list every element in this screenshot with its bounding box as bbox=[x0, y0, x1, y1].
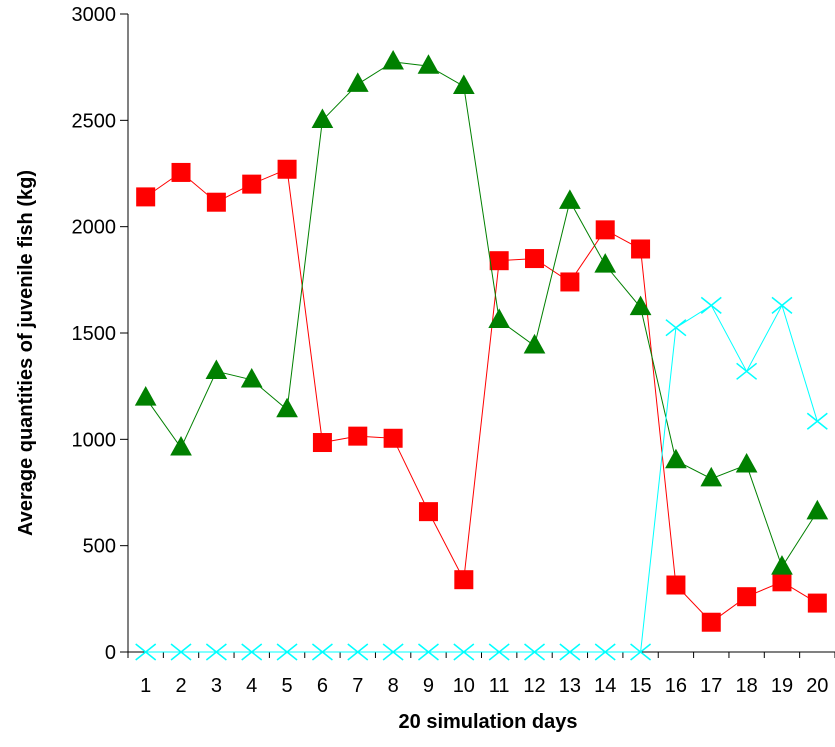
series-layer bbox=[134, 50, 829, 661]
series-2-point bbox=[523, 333, 546, 354]
y-tick-label: 1000 bbox=[72, 429, 117, 451]
series-2-point bbox=[170, 436, 192, 456]
x-tick-label: 15 bbox=[629, 675, 651, 697]
x-tick-label: 10 bbox=[453, 675, 475, 697]
series-3-point bbox=[700, 296, 722, 314]
series-2-point bbox=[735, 453, 758, 473]
series-2-point bbox=[205, 359, 228, 379]
series-2-point bbox=[806, 499, 829, 520]
series-2-point bbox=[346, 72, 369, 92]
x-tick-label: 12 bbox=[523, 675, 545, 697]
series-3-point bbox=[276, 643, 298, 661]
series-1-point bbox=[666, 575, 686, 595]
series-1-point bbox=[631, 239, 651, 259]
x-tick-label: 17 bbox=[700, 675, 722, 697]
series-2-point bbox=[382, 50, 404, 70]
x-tick-label: 6 bbox=[317, 675, 328, 697]
series-3-point bbox=[630, 643, 652, 661]
x-tick-label: 3 bbox=[211, 675, 222, 697]
y-tick-label: 2000 bbox=[72, 217, 117, 239]
series-3-point bbox=[771, 296, 793, 314]
series-3-point bbox=[241, 643, 263, 661]
series-3-point bbox=[135, 643, 157, 661]
y-tick-label: 500 bbox=[83, 536, 116, 558]
x-tick-label: 20 bbox=[806, 675, 828, 697]
x-tick-label: 16 bbox=[665, 675, 687, 697]
x-tick-label: 2 bbox=[175, 675, 186, 697]
x-tick-label: 9 bbox=[423, 675, 434, 697]
series-2-point bbox=[311, 108, 334, 129]
series-2-point bbox=[629, 295, 652, 316]
series-1-point bbox=[277, 159, 297, 179]
series-2 bbox=[134, 50, 829, 575]
series-1-point bbox=[560, 272, 580, 292]
series-1-point bbox=[701, 612, 721, 632]
series-3-point bbox=[418, 643, 439, 661]
series-3-point bbox=[382, 643, 404, 661]
series-1-point bbox=[807, 593, 827, 613]
series-1-point bbox=[348, 426, 368, 446]
series-2-point bbox=[452, 74, 475, 95]
x-tick-label: 18 bbox=[736, 675, 758, 697]
x-tick-label: 13 bbox=[559, 675, 581, 697]
series-2-point bbox=[134, 386, 157, 406]
series-3-point bbox=[311, 643, 333, 661]
series-1 bbox=[136, 159, 827, 632]
series-2-point bbox=[665, 448, 687, 469]
series-1-point bbox=[171, 162, 191, 182]
series-1-point bbox=[772, 572, 792, 592]
series-3-point bbox=[559, 643, 581, 661]
x-tick-label: 7 bbox=[352, 675, 363, 697]
y-axis-title: Average quantities of juvenile fish (kg) bbox=[15, 170, 37, 536]
series-3-point bbox=[205, 643, 227, 661]
series-1-point bbox=[525, 249, 545, 269]
series-2-point bbox=[240, 367, 263, 388]
series-1-point bbox=[383, 428, 403, 448]
series-1-point bbox=[312, 433, 332, 453]
series-1-point bbox=[136, 187, 156, 207]
series-1-point bbox=[418, 502, 438, 522]
y-tick-label: 3000 bbox=[72, 4, 117, 26]
series-3-point bbox=[665, 319, 687, 337]
series-2-point bbox=[488, 308, 511, 328]
series-2-point bbox=[276, 397, 298, 418]
series-1-point bbox=[737, 587, 757, 607]
series-2-point bbox=[594, 253, 617, 273]
series-3-point bbox=[170, 643, 192, 661]
x-tick-label: 4 bbox=[246, 675, 257, 697]
series-3-point bbox=[453, 643, 475, 661]
series-1-point bbox=[242, 174, 262, 194]
x-tick-label: 5 bbox=[282, 675, 293, 697]
series-2-point bbox=[771, 555, 793, 575]
series-1-point bbox=[206, 192, 226, 212]
series-3 bbox=[135, 296, 828, 661]
x-tick-label: 19 bbox=[771, 675, 793, 697]
series-2-point bbox=[559, 189, 581, 209]
series-2-point bbox=[700, 466, 723, 487]
x-tick-label: 8 bbox=[388, 675, 399, 697]
series-3-point bbox=[347, 643, 369, 661]
x-axis-title: 20 simulation days bbox=[399, 711, 578, 733]
y-tick-label: 2500 bbox=[72, 110, 117, 132]
y-tick-label: 0 bbox=[105, 642, 116, 664]
series-3-point bbox=[806, 412, 828, 430]
series-1-point bbox=[454, 570, 474, 590]
series-3-point bbox=[736, 362, 758, 380]
x-tick-label: 14 bbox=[594, 675, 616, 697]
series-1-point bbox=[489, 251, 509, 271]
series-3-point bbox=[594, 643, 616, 661]
x-tick-label: 11 bbox=[489, 675, 510, 697]
x-tick-label: 1 bbox=[140, 675, 151, 697]
series-3-point bbox=[524, 643, 545, 661]
y-tick-label: 1500 bbox=[72, 323, 117, 345]
series-3-point bbox=[488, 643, 510, 661]
series-1-line bbox=[145, 168, 818, 623]
series-2-point bbox=[417, 54, 440, 74]
series-1-point bbox=[595, 220, 615, 240]
